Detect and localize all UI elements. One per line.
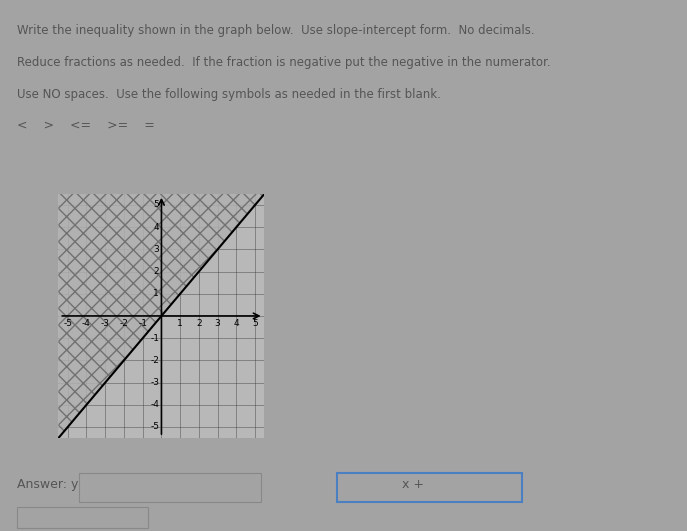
Text: -5: -5 — [63, 319, 72, 328]
Text: 4: 4 — [154, 222, 159, 232]
Text: 2: 2 — [154, 267, 159, 276]
Text: Reduce fractions as needed.  If the fraction is negative put the negative in the: Reduce fractions as needed. If the fract… — [17, 56, 551, 68]
Text: Use NO spaces.  Use the following symbols as needed in the first blank.: Use NO spaces. Use the following symbols… — [17, 88, 441, 100]
FancyBboxPatch shape — [79, 473, 261, 502]
Text: 5: 5 — [153, 200, 159, 209]
Text: x +: x + — [402, 478, 424, 491]
Text: -1: -1 — [138, 319, 147, 328]
Text: -2: -2 — [150, 356, 159, 365]
Text: -3: -3 — [150, 378, 159, 387]
Text: -5: -5 — [150, 423, 159, 432]
Text: 1: 1 — [177, 319, 183, 328]
Text: 3: 3 — [153, 245, 159, 254]
Text: <    >    <=    >=    =: < > <= >= = — [17, 119, 155, 132]
Text: -4: -4 — [82, 319, 91, 328]
Text: 2: 2 — [196, 319, 202, 328]
Text: -1: -1 — [150, 333, 159, 342]
FancyBboxPatch shape — [337, 473, 522, 502]
Text: 4: 4 — [234, 319, 239, 328]
Text: 3: 3 — [215, 319, 221, 328]
FancyBboxPatch shape — [17, 507, 148, 528]
Text: -3: -3 — [101, 319, 110, 328]
Text: 5: 5 — [252, 319, 258, 328]
Text: Answer: y: Answer: y — [17, 478, 78, 491]
Text: -4: -4 — [150, 400, 159, 409]
Text: 1: 1 — [153, 289, 159, 298]
Text: -2: -2 — [120, 319, 128, 328]
Text: Write the inequality shown in the graph below.  Use slope-intercept form.  No de: Write the inequality shown in the graph … — [17, 24, 534, 37]
